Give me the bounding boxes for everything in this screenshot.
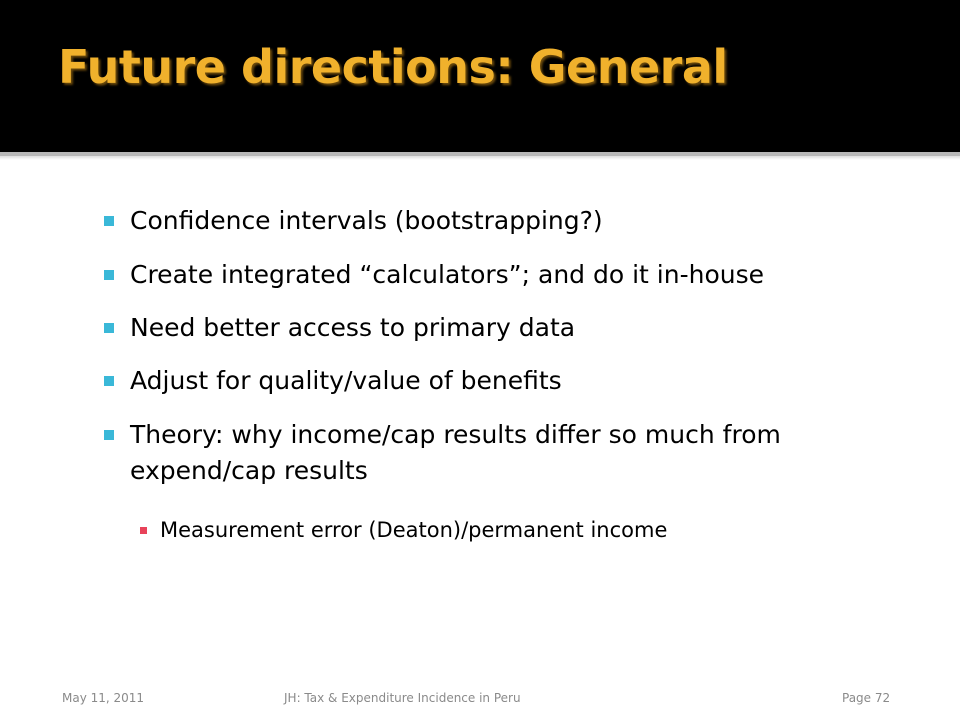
bullet-text: Theory: why income/cap results differ so… <box>130 420 781 485</box>
bullet-square-icon <box>104 323 114 333</box>
bullet-text: Confidence intervals (bootstrapping?) <box>130 206 603 235</box>
footer-center-text: JH: Tax & Expenditure Incidence in Peru <box>284 691 521 705</box>
bullet-square-icon <box>104 430 114 440</box>
sub-bullet-square-icon <box>140 527 147 534</box>
bullet-item: Theory: why income/cap results differ so… <box>104 417 894 489</box>
bullet-square-icon <box>104 270 114 280</box>
bullet-square-icon <box>104 376 114 386</box>
title-divider <box>0 152 960 156</box>
footer-page-number: Page 72 <box>842 691 891 705</box>
bullet-text: Create integrated “calculators”; and do … <box>130 260 764 289</box>
bullet-square-icon <box>104 216 114 226</box>
title-bar: Future directions: General <box>0 0 960 152</box>
bullet-item: Need better access to primary data <box>104 310 904 346</box>
title-divider-shadow <box>0 156 960 160</box>
bullet-item: Confidence intervals (bootstrapping?) <box>104 203 904 239</box>
sub-bullet-item: Measurement error (Deaton)/permanent inc… <box>140 515 900 545</box>
bullet-item: Create integrated “calculators”; and do … <box>104 257 904 293</box>
bullet-text: Need better access to primary data <box>130 313 576 342</box>
bullet-item: Adjust for quality/value of benefits <box>104 363 904 399</box>
slide-title: Future directions: General <box>58 40 728 94</box>
sub-bullet-text: Measurement error (Deaton)/permanent inc… <box>160 518 668 542</box>
footer-date: May 11, 2011 <box>62 691 145 705</box>
bullet-text: Adjust for quality/value of benefits <box>130 366 562 395</box>
